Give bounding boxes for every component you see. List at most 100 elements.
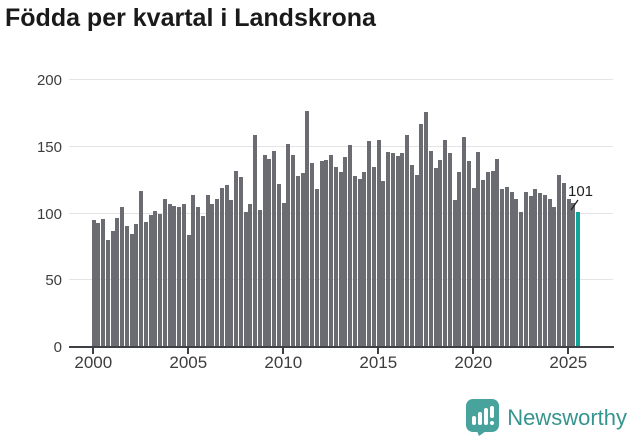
bar	[91, 220, 96, 347]
bar	[148, 214, 153, 347]
bar	[177, 206, 181, 347]
bar	[129, 233, 134, 347]
bar	[210, 204, 215, 347]
bar	[381, 181, 386, 347]
x-axis-label-2005: 2005	[169, 353, 208, 372]
bar	[457, 172, 462, 347]
bar	[224, 185, 229, 347]
bar	[310, 162, 314, 347]
bar	[414, 174, 419, 347]
x-axis-label-2025: 2025	[549, 353, 588, 372]
bar	[357, 178, 362, 347]
bar	[352, 176, 357, 347]
bar	[495, 158, 500, 347]
bar	[158, 213, 162, 347]
bar	[433, 168, 438, 347]
bar	[557, 174, 561, 347]
bar	[504, 186, 509, 347]
bar	[348, 145, 352, 347]
bar	[405, 134, 409, 347]
bar	[447, 153, 452, 347]
last-value-annotation: 101	[568, 183, 594, 201]
bar	[490, 170, 495, 347]
highlight-bar	[576, 212, 580, 347]
bar	[191, 194, 196, 347]
bar	[466, 161, 471, 347]
bar	[523, 192, 528, 347]
bar	[547, 198, 552, 347]
plot-area	[69, 79, 613, 347]
bar	[234, 170, 238, 347]
bar	[181, 204, 186, 347]
bar	[500, 189, 504, 347]
bar	[262, 154, 267, 347]
bar	[167, 204, 172, 347]
bar	[238, 177, 243, 347]
bar	[329, 154, 333, 347]
bar	[428, 150, 433, 347]
bar	[272, 150, 276, 347]
y-axis-label-150: 150	[36, 138, 62, 156]
bar	[300, 173, 305, 347]
bar	[134, 224, 139, 347]
bar	[390, 153, 395, 347]
bar	[400, 153, 405, 347]
bar	[257, 209, 262, 347]
bar	[215, 198, 219, 347]
x-axis-label-2020: 2020	[454, 353, 493, 372]
bar	[124, 225, 129, 347]
x-axis-label-2010: 2010	[264, 353, 303, 372]
y-axis-label-50: 50	[45, 272, 62, 290]
bar	[295, 176, 300, 347]
bar	[371, 166, 376, 347]
x-axis-tick-2000	[92, 348, 95, 354]
bar	[367, 141, 371, 347]
x-axis-label-2015: 2015	[359, 353, 398, 372]
bar	[538, 193, 542, 347]
bar	[533, 189, 538, 347]
bar	[139, 190, 143, 347]
bar	[291, 154, 295, 347]
bar	[276, 184, 281, 347]
bar	[509, 192, 514, 347]
bar	[443, 140, 447, 347]
newsworthy-wordmark: Newsworthy	[507, 404, 627, 430]
bar	[205, 194, 210, 347]
bar	[395, 156, 400, 347]
bar	[281, 202, 286, 347]
bar	[229, 200, 234, 347]
bar	[267, 158, 272, 347]
bar	[338, 172, 343, 347]
bar	[471, 188, 476, 347]
bar	[343, 157, 348, 347]
gridline-150	[69, 145, 613, 147]
bar	[552, 206, 557, 347]
bar	[143, 221, 148, 347]
bar	[324, 160, 329, 347]
y-axis-label-100: 100	[36, 205, 62, 223]
bar	[452, 200, 457, 347]
x-axis-tick-2020	[472, 348, 475, 354]
bar	[248, 204, 253, 347]
bar	[196, 206, 200, 347]
y-axis-label-200: 200	[36, 72, 62, 89]
bar	[571, 202, 576, 347]
bar	[566, 198, 571, 347]
bar	[153, 210, 158, 347]
chart-title: Födda per kvartal i Landskrona	[5, 4, 376, 32]
bar	[319, 161, 324, 347]
bar	[101, 218, 105, 347]
bar	[424, 112, 428, 347]
bar	[120, 206, 124, 347]
bar	[481, 180, 485, 347]
bar	[305, 110, 310, 347]
bar	[243, 212, 248, 347]
newsworthy-logo[interactable]: Newsworthy	[466, 399, 627, 436]
bar	[362, 172, 367, 347]
x-axis-tick-2015	[377, 348, 380, 354]
gridline-200	[69, 79, 613, 80]
bar	[186, 234, 191, 347]
bar	[485, 172, 490, 347]
bar	[462, 137, 466, 347]
bar	[386, 152, 390, 347]
